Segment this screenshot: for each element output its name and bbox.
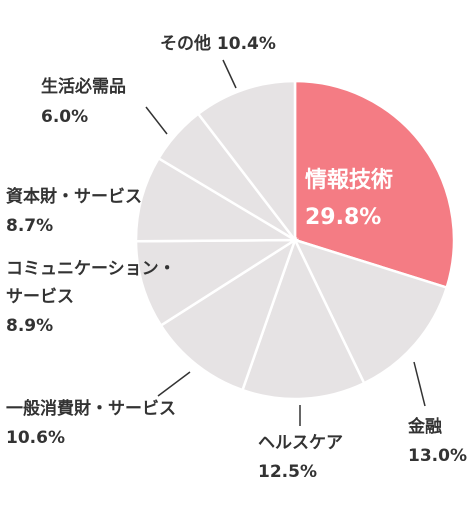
pie-slice [292,237,449,385]
leader-line [222,59,237,89]
leader-line [145,106,168,135]
labels-layer: 情報技術 29.8% 金融 13.0% ヘルスケア 12.5% 一般消費財・サービス 10.6… [6,33,467,482]
slices-layer [134,79,456,401]
pie-slice [134,156,300,243]
slice-label: コミュニケーション・ [6,259,176,279]
slice-value-label: 6.0% [41,107,88,127]
slice-label: 情報技術 [305,167,393,193]
slice-label: 金融 [407,416,442,437]
pie-slice [240,236,366,401]
slice-value-label: 8.7% [6,216,53,236]
slice-value-label: 13.0% [408,446,467,466]
leader-line [157,371,191,397]
slice-label: サービス [6,287,74,307]
slice-value-label: 10.6% [6,428,65,448]
leader-line [413,361,426,407]
pie-slice [134,238,300,328]
pie-slice [159,237,298,392]
pie-slice [196,79,297,244]
slice-label: 資本財・サービス [6,186,142,207]
slice-label: その他 10.4% [160,33,276,54]
pie-slice [293,79,456,290]
leader-lines-layer [145,59,426,426]
slice-label: 一般消費財・サービス [6,398,176,419]
slice-value-label: 8.9% [6,316,53,336]
slice-label: 生活必需品 [41,76,126,97]
slice-value-label: 12.5% [258,462,317,482]
slice-label: ヘルスケア [258,433,343,453]
slice-value-label: 29.8% [305,205,381,230]
